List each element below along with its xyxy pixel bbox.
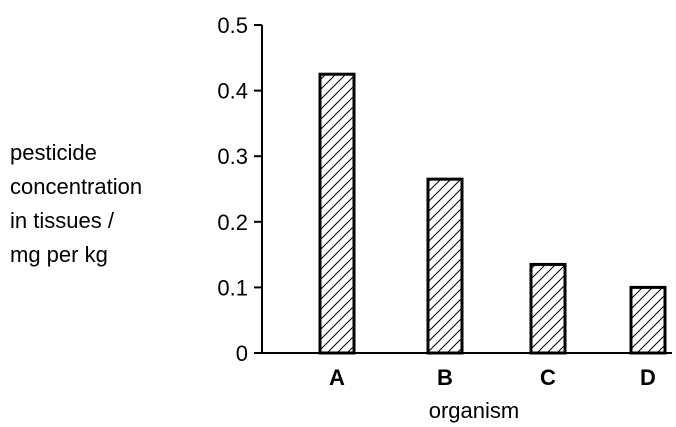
y-tick-label: 0.1 xyxy=(217,275,248,300)
y-tick-label: 0.4 xyxy=(217,79,248,104)
y-tick-label: 0.2 xyxy=(217,210,248,235)
x-axis-label: organism xyxy=(429,398,519,423)
y-tick-label: 0 xyxy=(236,341,248,366)
bar-B xyxy=(426,177,464,355)
bar-A xyxy=(318,72,356,355)
x-tick-label-B: B xyxy=(437,365,453,390)
y-tick-label: 0.3 xyxy=(217,144,248,169)
x-tick-label-A: A xyxy=(329,365,345,390)
y-axis-label-line-3: in tissues / xyxy=(10,208,114,233)
y-axis-label-line-1: pesticide xyxy=(10,140,97,165)
y-tick-label: 0.5 xyxy=(217,13,248,38)
x-tick-label-D: D xyxy=(640,365,656,390)
x-tick-label-C: C xyxy=(540,365,556,390)
y-axis-label-line-4: mg per kg xyxy=(10,242,108,267)
bar-D xyxy=(629,285,667,355)
bar-C xyxy=(529,262,567,355)
y-axis-label-line-2: concentration xyxy=(10,174,143,199)
